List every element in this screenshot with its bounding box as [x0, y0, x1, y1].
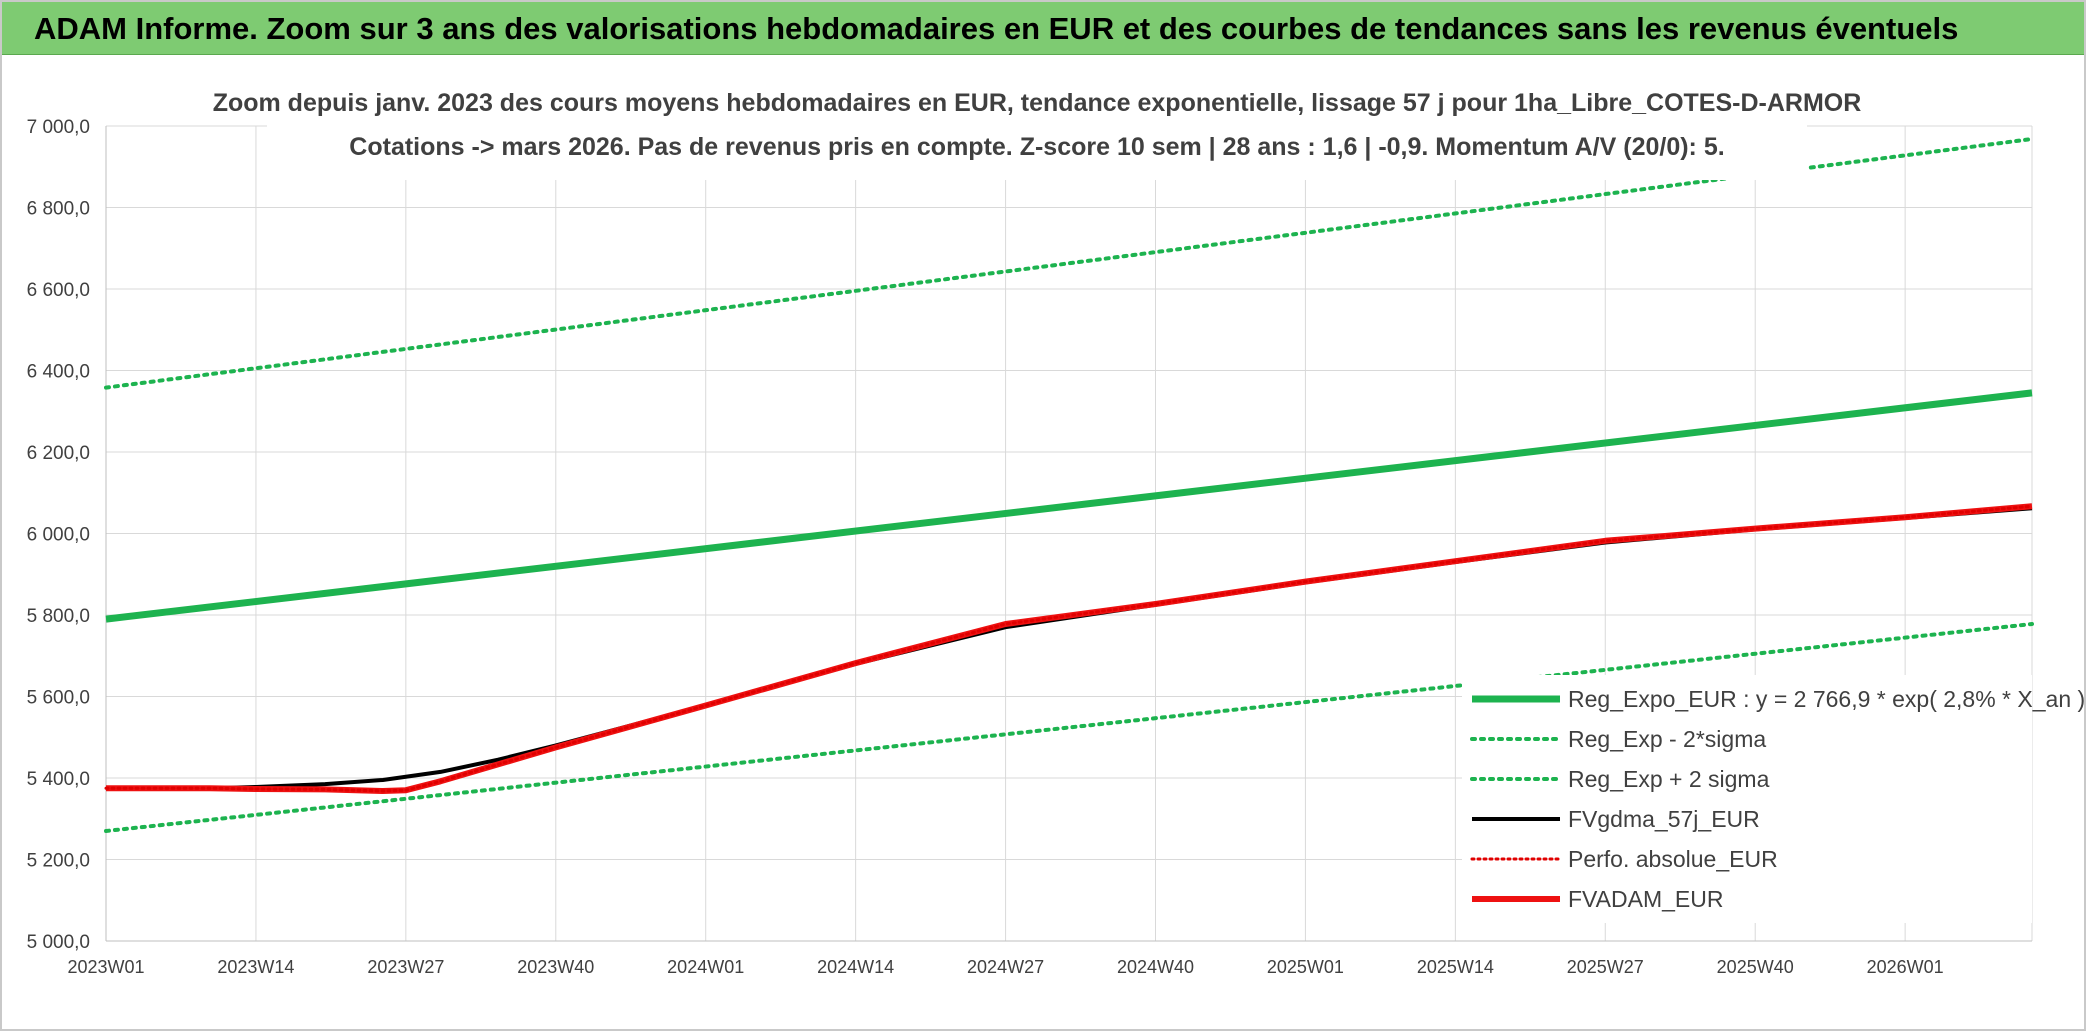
x-tick-label: 2025W14	[1417, 957, 1494, 977]
x-tick-label: 2026W01	[1867, 957, 1944, 977]
y-tick-label: 6 000,0	[27, 525, 90, 546]
x-tick-label: 2023W40	[517, 957, 594, 977]
y-tick-label: 7 000,0	[27, 117, 90, 138]
title-background	[267, 82, 1807, 180]
legend: Reg_Expo_EUR : y = 2 766,9 * exp( 2,8% *…	[1462, 675, 2084, 923]
legend-label-fvgdma: FVgdma_57j_EUR	[1568, 806, 1760, 832]
x-tick-label: 2025W27	[1567, 957, 1644, 977]
y-tick-label: 5 400,0	[27, 769, 90, 790]
series-lines	[104, 137, 2034, 833]
x-tick-label: 2024W27	[967, 957, 1044, 977]
y-tick-label: 6 600,0	[27, 280, 90, 301]
y-tick-label: 5 200,0	[27, 851, 90, 872]
y-tick-label: 6 200,0	[27, 443, 90, 464]
legend-label-trend: Reg_Expo_EUR : y = 2 766,9 * exp( 2,8% *…	[1568, 686, 2084, 712]
x-tick-label: 2023W14	[217, 957, 294, 977]
series-line-trend	[105, 389, 2033, 623]
x-tick-label: 2024W40	[1117, 957, 1194, 977]
x-tick-label: 2024W01	[667, 957, 744, 977]
series-line-sigma_high	[104, 137, 2034, 390]
y-tick-label: 5 600,0	[27, 688, 90, 709]
series-line-sigma_low	[104, 622, 2034, 833]
series-line-perfo	[104, 504, 2034, 793]
axes: 5 000,0 5 200,0 5 400,0 5 600,0 5 800,0 6 000…	[27, 117, 2032, 977]
y-tick-label: 6 800,0	[27, 199, 90, 220]
x-tick-label: 2025W40	[1717, 957, 1794, 977]
legend-background	[1462, 675, 2032, 923]
y-tick-label: 5 800,0	[27, 606, 90, 627]
legend-label-sigma_low: Reg_Exp - 2*sigma	[1568, 726, 1766, 752]
x-tick-label: 2023W01	[67, 957, 144, 977]
x-tick-label: 2023W27	[367, 957, 444, 977]
legend-label-sigma_high: Reg_Exp + 2 sigma	[1568, 766, 1770, 792]
chart-subtitle: Cotations -> mars 2026. Pas de revenus p…	[349, 133, 1724, 161]
report-banner-title: ADAM Informe. Zoom sur 3 ans des valoris…	[2, 2, 2084, 55]
line-chart: 5 000,0 5 200,0 5 400,0 5 600,0 5 800,0 6 000…	[27, 82, 2084, 977]
y-tick-label: 5 000,0	[27, 932, 90, 953]
y-tick-label: 6 400,0	[27, 362, 90, 383]
x-tick-label: 2024W14	[817, 957, 894, 977]
x-tick-label: 2025W01	[1267, 957, 1344, 977]
chart-title: Zoom depuis janv. 2023 des cours moyens …	[213, 89, 1862, 117]
legend-label-perfo: Perfo. absolue_EUR	[1568, 846, 1778, 872]
legend-label-fvadam: FVADAM_EUR	[1568, 886, 1724, 912]
chart-title-block: Zoom depuis janv. 2023 des cours moyens …	[213, 82, 1862, 180]
